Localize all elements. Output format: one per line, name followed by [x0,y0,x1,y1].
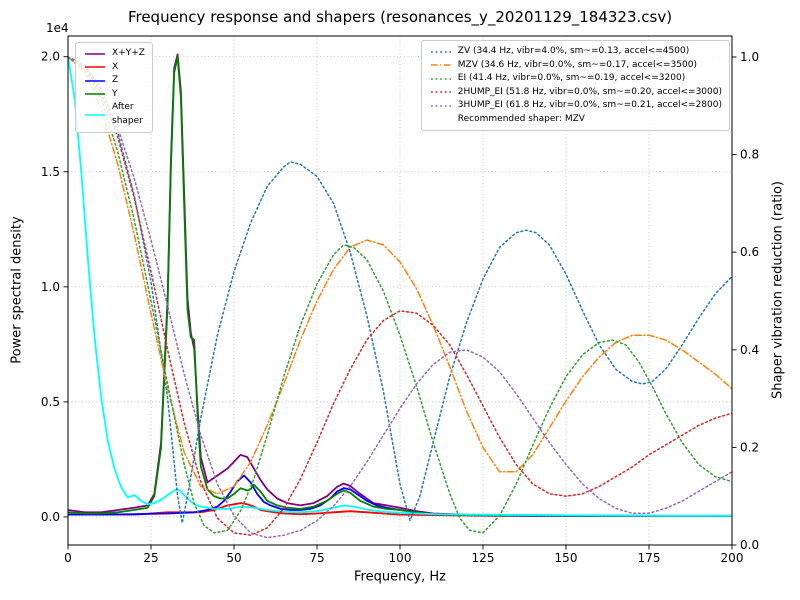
legend-item-recommended-shaper-label: Recommended shaper: MZV [457,113,585,124]
legend-item-3hump-ei: 3HUMP_EI (61.8 Hz, vibr=0.0%, sm~=0.21, … [429,99,722,113]
legend-item-y-line-sample [85,93,105,96]
legend-item-mzv-label: MZV (34.6 Hz, vibr=0.0%, sm~=0.17, accel… [457,59,697,70]
x-tick-label: 75 [309,551,324,565]
legend-item-3hump-ei-label: 3HUMP_EI (61.8 Hz, vibr=0.0%, sm~=0.21, … [457,100,722,110]
legend-item-recommended-shaper-line-sample [429,114,453,124]
legend-item-x-label: X [112,61,119,72]
legend-item-x-y-z-label: X+Y+Z [112,48,145,58]
series-3hump-ei [68,56,732,539]
legend-item-z: Z [83,74,145,88]
legend-item-x-y-z-line-sample [85,52,105,55]
y-left-tick-label: 1.0 [41,280,60,294]
legend-item-y: Y [83,88,145,102]
y-left-tick-label: 0.0 [41,510,60,524]
x-tick-label: 175 [638,551,661,565]
legend-item-ei-line-sample [430,77,451,80]
y-right-tick-label: 0.8 [740,148,759,162]
series-2hump-ei [68,56,732,536]
legend-item-z-line-sample [85,79,105,82]
x-tick-label: 150 [555,551,578,565]
tick-labels: 0 25 50 75 100 125 150 175 2000.00.51.01.52.00.0… [41,50,759,565]
x-tick-label: 25 [143,551,158,565]
y-left-tick-label: 1.5 [41,165,60,179]
y-right-tick-label: 0.4 [740,343,759,357]
y-right-tick-label: 0.6 [740,245,759,259]
y-axis-label-left: Power spectral density [9,216,25,364]
legend-item-zv-line-sample [430,50,451,53]
series-mzv [68,56,732,495]
legend-item-zv-label: ZV (34.4 Hz, vibr=4.0%, sm~=0.13, accel<… [457,46,690,56]
x-tick-label: 100 [389,551,412,565]
y-right-tick-label: 0.2 [740,440,759,454]
series-after-shaper [68,55,732,517]
legend-item-2hump-ei-label: 2HUMP_EI (51.8 Hz, vibr=0.0%, sm~=0.20, … [457,86,722,97]
legend-item-2hump-ei: 2HUMP_EI (51.8 Hz, vibr=0.0%, sm~=0.20, … [429,86,722,100]
y-left-tick-label: 2.0 [41,50,60,64]
legend-item-x: X [83,61,145,75]
legend-shapers: ZV (34.4 Hz, vibr=4.0%, sm~=0.13, accel<… [420,40,730,131]
y-right-tick-label: 1.0 [740,50,759,64]
series-zv [68,56,732,524]
legend-item-after-shaper: After shaper [83,101,145,128]
chart-title: Frequency response and shapers (resonanc… [127,8,673,26]
legend-item-recommended-shaper: Recommended shaper: MZV [429,113,722,127]
legend-item-after-shaper-label: After shaper [112,102,143,126]
x-tick-label: 200 [721,551,744,565]
x-tick-label: 125 [472,551,495,565]
x-axis-label: Frequency, Hz [353,569,447,585]
x-tick-label: 0 [64,551,72,565]
legend-item-x-y-z: X+Y+Z [83,47,145,61]
legend-item-2hump-ei-line-sample [430,91,451,94]
legend-item-ei: EI (41.4 Hz, vibr=0.0%, sm~=0.19, accel<… [429,72,722,86]
curves [68,53,732,539]
legend-item-3hump-ei-line-sample [430,104,451,107]
legend-item-mzv-line-sample [430,64,451,67]
legend-psd-curves: X+Y+Z X Z Y After shaper [75,42,153,133]
legend-item-z-label: Z [112,75,119,85]
legend-item-after-shaper-line-sample [85,113,105,116]
left-axis-offset-text: 1e4 [46,21,69,35]
legend-item-x-line-sample [85,66,105,69]
legend-item-zv: ZV (34.4 Hz, vibr=4.0%, sm~=0.13, accel<… [429,45,722,59]
y-left-tick-label: 0.5 [41,395,60,409]
y-right-tick-label: 0.0 [740,538,759,552]
tick-marks [63,56,737,550]
legend-item-ei-label: EI (41.4 Hz, vibr=0.0%, sm~=0.19, accel<… [457,73,686,83]
x-tick-label: 50 [226,551,241,565]
legend-item-y-label: Y [112,88,118,99]
legend-item-mzv: MZV (34.6 Hz, vibr=0.0%, sm~=0.17, accel… [429,59,722,73]
y-axis-label-right: Shaper vibration reduction (ratio) [770,181,786,399]
